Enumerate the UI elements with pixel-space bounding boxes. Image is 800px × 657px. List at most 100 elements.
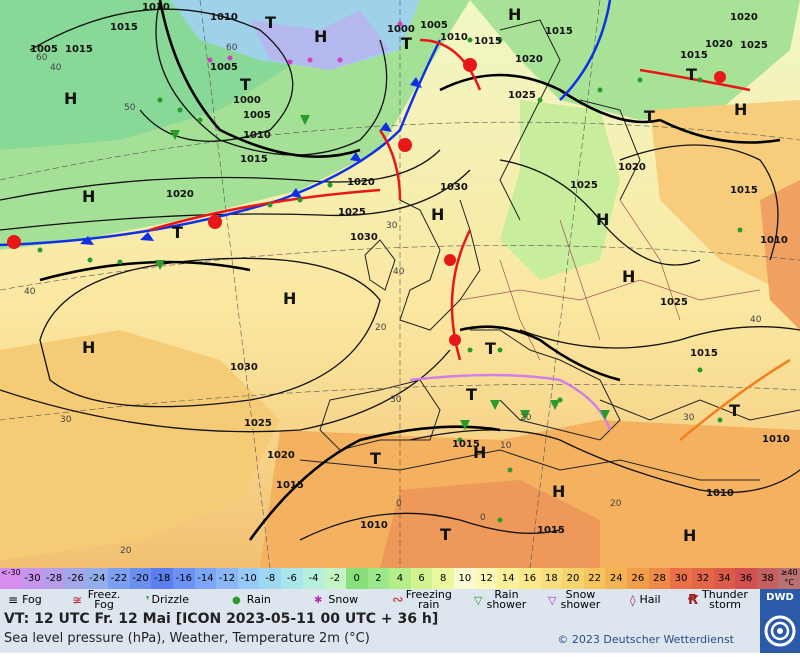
hot-zone (380, 480, 600, 568)
isobar-label: 1020 (730, 12, 758, 23)
graticule (0, 0, 800, 568)
cool-zone (470, 0, 800, 120)
scale-cell: -16 (172, 568, 195, 589)
snow-shower-icon: ▽ (548, 593, 557, 607)
high-pressure-center: H (596, 210, 609, 229)
high-pressure-center: H (283, 289, 296, 308)
isobar-label: 1015 (276, 480, 304, 491)
scale-cell: 12 (475, 568, 498, 589)
isobar-label: 1025 (244, 418, 272, 429)
graticule-label: 40 (24, 287, 36, 297)
graticule-label: 20 (120, 546, 132, 556)
graticule-label: 40 (50, 63, 62, 73)
cool-zone (500, 100, 620, 280)
legend-label: Snow (328, 593, 359, 606)
low-pressure-center: T (265, 13, 276, 32)
graticule-label: 60 (36, 53, 48, 63)
isobar-label: 1010 (760, 235, 788, 246)
scale-cell: 36 (735, 568, 757, 589)
legend-label: Rain (246, 593, 271, 606)
isobar-label: 1000 (233, 95, 261, 106)
dwd-logo (760, 589, 800, 653)
isobar-label: 1020 (166, 189, 194, 200)
rain-symbols (37, 37, 743, 523)
legend-drizzle: ❜ Drizzle (146, 589, 189, 611)
isobar-label: 1010 (243, 130, 271, 141)
isobar-label: 1000 (387, 24, 415, 35)
graticule-label: 60 (226, 43, 238, 53)
warm-zone (650, 100, 800, 300)
rain-shower-icon: ▽ (474, 593, 483, 607)
dwd-swirl-icon (764, 615, 796, 647)
legend-snow: ✱ Snow (314, 589, 358, 611)
isobar-label: 1025 (740, 40, 768, 51)
isobar-label: 1015 (240, 154, 268, 165)
scale-cell: <-30 (0, 568, 22, 589)
low-pressure-center: T (240, 75, 251, 94)
scale-cell: -12 (216, 568, 238, 589)
high-pressure-center: H (431, 205, 444, 224)
graticule-label: 20 (610, 499, 622, 509)
isobar-label: 1030 (230, 362, 258, 373)
rain-icon: ● (232, 594, 241, 606)
cold-front-teeth (80, 77, 422, 245)
scale-cell: 6 (410, 568, 433, 589)
isobar-label: 1005 (210, 62, 238, 73)
high-pressure-center: H (473, 443, 486, 462)
graticule-label: 40 (750, 315, 762, 325)
warm-zone (0, 330, 280, 560)
scale-cell: -24 (86, 568, 109, 589)
legend-freezing-fog: ≆ Freez. Fog (72, 589, 132, 611)
legend-label: Snow shower (560, 588, 601, 611)
low-pressure-center: T (466, 385, 477, 404)
scale-cell: -4 (302, 568, 325, 589)
high-pressure-center: H (314, 27, 327, 46)
scale-cell: 22 (583, 568, 606, 589)
map-subtitle: Sea level pressure (hPa), Weather, Tempe… (4, 631, 370, 646)
scale-cell: 34 (713, 568, 736, 589)
isobar-label-group: 1010 1015 1010 1005 1000 1005 1010 1015 … (30, 2, 790, 536)
legend-freezing-rain: ∾ Freezing rain (392, 589, 452, 611)
rain-shower-symbols (155, 115, 610, 430)
scale-cell: -6 (281, 568, 303, 589)
hot-zone (760, 180, 800, 330)
high-pressure-center: H (552, 482, 565, 501)
graticule-label: 40 (393, 267, 405, 277)
isobar-label: 1025 (338, 207, 366, 218)
high-pressure-center: H (734, 100, 747, 119)
hail-icon: ◊ (630, 593, 636, 607)
legend-rain: ● Rain (232, 589, 271, 611)
isobar-label: 1010 (706, 488, 734, 499)
isobar-label: 1020 (267, 450, 295, 461)
legend-label: Freez. Fog (87, 588, 121, 611)
isobar-label: 1010 (762, 434, 790, 445)
graticule-label: 30 (386, 221, 398, 231)
low-pressure-center: T (401, 34, 412, 53)
low-pressure-center: T (440, 525, 451, 544)
legend-fog: ≡ Fog (8, 589, 42, 611)
scale-cell: -28 (43, 568, 65, 589)
scale-cell: 38 (756, 568, 779, 589)
isobar-label: 1025 (570, 180, 598, 191)
pressure-center-group: H H H H H H H H H H H H H T T T T T T T … (64, 5, 747, 545)
high-pressure-center: H (64, 89, 77, 108)
graticule-label: 20 (520, 413, 532, 423)
scale-cell: -22 (108, 568, 130, 589)
freezing-fog-icon: ≆ (72, 593, 83, 607)
graticule-label-group: 40 30 20 50 40 60 60 40 30 20 0 30 20 40… (24, 43, 762, 556)
isobar-label: 1020 (705, 39, 733, 50)
fog-icon: ≡ (8, 593, 19, 607)
scale-cell: -20 (129, 568, 152, 589)
legend-thunderstorm: Ꞧ Thunder storm (688, 589, 750, 611)
isobar-label: 1015 (452, 439, 480, 450)
scale-cell: 24 (605, 568, 627, 589)
isobar-label: 1020 (347, 177, 375, 188)
graticule-label: 30 (683, 413, 695, 423)
isobar-label: 1015 (474, 36, 502, 47)
scale-cell: 8 (432, 568, 455, 589)
high-pressure-center: H (622, 267, 635, 286)
graticule-label: 30 (390, 395, 402, 405)
low-pressure-center: T (686, 65, 697, 84)
scale-cell: 20 (562, 568, 584, 589)
legend-snow-shower: ▽ Snow shower (548, 589, 602, 611)
